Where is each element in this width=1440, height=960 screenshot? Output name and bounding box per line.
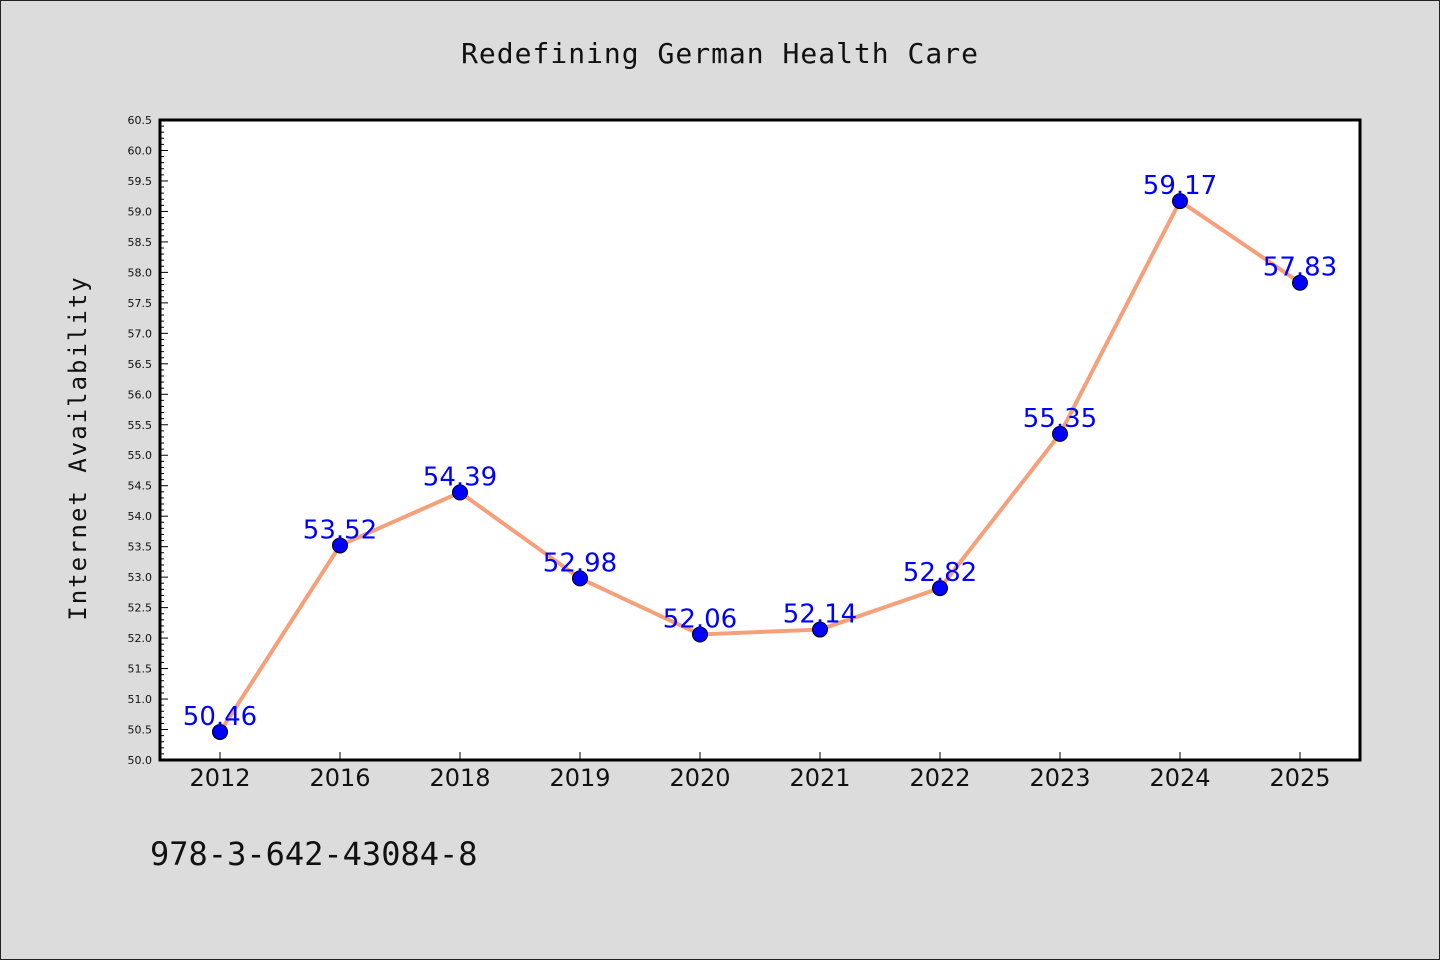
- x-tick-label: 2016: [309, 764, 370, 792]
- x-tick-label: 2021: [789, 764, 850, 792]
- y-tick-label: 56.0: [128, 388, 153, 401]
- data-point: [572, 570, 588, 587]
- plot-area: [158, 118, 1362, 762]
- data-point: [1292, 274, 1308, 291]
- y-tick-label: 60.0: [128, 144, 153, 157]
- data-label: 55.35: [1023, 404, 1097, 434]
- y-tick-label: 59.0: [128, 205, 153, 218]
- x-tick-label: 2018: [429, 764, 490, 792]
- data-point: [812, 621, 828, 638]
- series-line: [218, 199, 1302, 734]
- data-point: [932, 580, 948, 597]
- y-tick-label: 58.5: [128, 236, 153, 249]
- y-tick-label: 57.5: [128, 297, 153, 310]
- y-tick-label: 51.0: [128, 693, 153, 706]
- data-label: 59.17: [1143, 171, 1217, 201]
- y-tick-label: 54.0: [128, 510, 153, 523]
- data-label: 52.14: [783, 600, 857, 630]
- data-point: [692, 626, 708, 643]
- x-tick-label: 2022: [909, 764, 970, 792]
- data-point: [332, 537, 348, 554]
- data-label: 57.83: [1263, 253, 1337, 283]
- y-tick-label: 53.5: [128, 541, 153, 554]
- y-tick-label: 56.5: [128, 358, 153, 371]
- data-label: 52.06: [663, 604, 737, 634]
- y-tick-label: 50.0: [128, 754, 153, 767]
- data-series: 50.46 53.52 54.39 52.98 52.06 52.14 52.82 55.35…: [183, 171, 1337, 740]
- x-tick-label: 2019: [549, 764, 610, 792]
- y-tick-label: 53.0: [128, 571, 153, 584]
- y-tick-label: 57.0: [128, 327, 153, 340]
- y-axis: 50.0 50.5 51.0 51.5 52.0 52.5 53.0 53.5 54.0 54.5…: [128, 114, 168, 767]
- y-tick-label: 58.0: [128, 266, 153, 279]
- data-point: [452, 484, 468, 501]
- data-point: [1172, 193, 1188, 210]
- x-tick-label: 2024: [1149, 764, 1210, 792]
- data-label: 50.46: [183, 702, 257, 732]
- data-label: 52.98: [543, 548, 617, 578]
- x-tick-label: 2012: [189, 764, 250, 792]
- y-tick-label: 55.0: [128, 449, 153, 462]
- y-tick-label: 55.5: [128, 419, 153, 432]
- footer-isbn: 978-3-642-43084-8: [150, 835, 478, 873]
- y-tick-label: 54.5: [128, 480, 153, 493]
- data-label: 52.82: [903, 558, 977, 588]
- data-label: 53.52: [303, 515, 377, 545]
- y-tick-label: 59.5: [128, 175, 153, 188]
- x-tick-label: 2025: [1269, 764, 1330, 792]
- x-tick-label: 2023: [1029, 764, 1090, 792]
- y-axis-label: Internet Availability: [64, 275, 92, 620]
- chart-title: Redefining German Health Care: [461, 37, 979, 70]
- y-tick-label: 52.0: [128, 632, 153, 645]
- x-axis: 2012 2016 2018 2019 2020 2021 2022 2023 2024 2025: [189, 752, 1331, 792]
- y-tick-label: 50.5: [128, 724, 153, 737]
- data-label: 54.39: [423, 462, 497, 492]
- x-tick-label: 2020: [669, 764, 730, 792]
- data-point: [212, 723, 228, 740]
- y-tick-label: 60.5: [128, 114, 153, 127]
- data-point: [1052, 425, 1068, 442]
- y-tick-label: 51.5: [128, 663, 153, 676]
- y-tick-label: 52.5: [128, 602, 153, 615]
